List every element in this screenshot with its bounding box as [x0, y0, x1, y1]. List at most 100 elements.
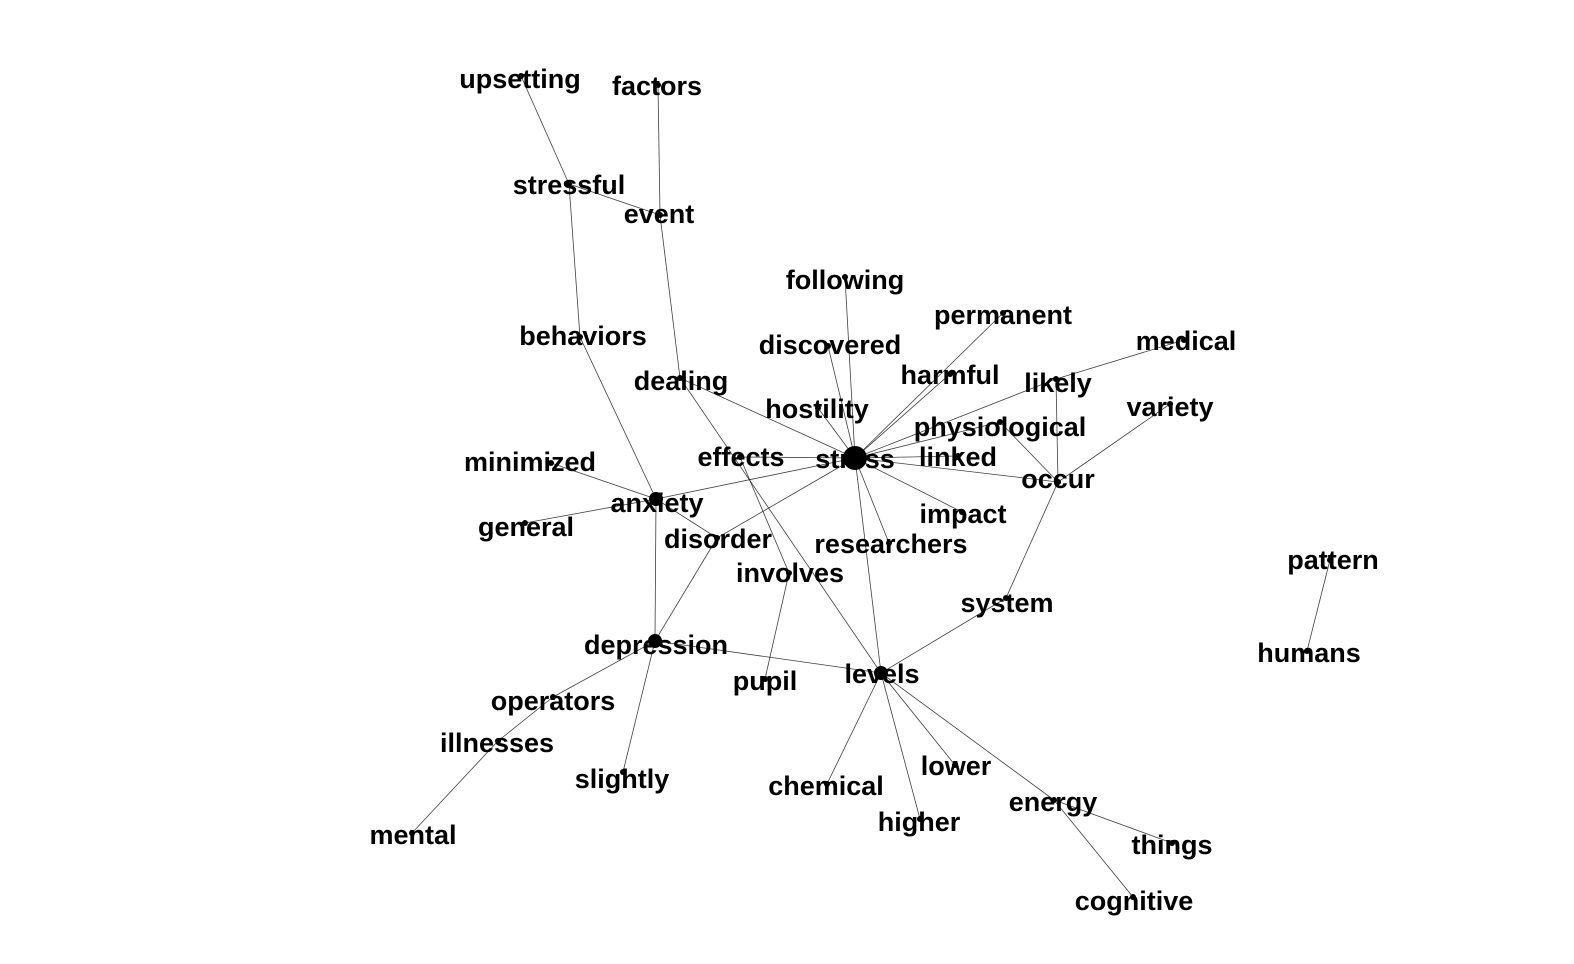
- edge-involves-pupil: [764, 572, 790, 680]
- node-label-illnesses: illnesses: [440, 728, 554, 758]
- node-dealing: [677, 375, 683, 381]
- edge-illnesses-mental: [411, 740, 499, 834]
- edges-layer: [411, 75, 1331, 898]
- edge-factors-event: [657, 84, 661, 216]
- node-researchers: [886, 540, 892, 546]
- node-label-slightly: slightly: [575, 764, 670, 794]
- node-label-general: general: [478, 512, 574, 542]
- node-label-likely: likely: [1024, 368, 1092, 398]
- node-hostility: [815, 405, 821, 411]
- node-mental: [409, 830, 415, 836]
- node-pattern: [1327, 557, 1333, 563]
- node-humans: [1304, 648, 1310, 654]
- node-chemical: [824, 781, 830, 787]
- edge-permanent-stress: [854, 312, 1004, 459]
- node-label-stressful: stressful: [513, 170, 626, 200]
- edge-researchers-stress: [854, 457, 890, 544]
- node-label-operators: operators: [491, 686, 616, 716]
- node-label-energy: energy: [1009, 787, 1098, 817]
- edge-dealing-stress: [679, 377, 856, 459]
- node-following: [842, 274, 848, 280]
- node-label-pupil: pupil: [733, 666, 797, 696]
- edge-levels-higher: [880, 672, 921, 820]
- node-label-upsetting: upsetting: [459, 64, 581, 94]
- edge-event-dealing: [659, 214, 681, 379]
- node-linked: [955, 453, 961, 459]
- edge-energy-cognitive: [1053, 799, 1134, 898]
- edge-minimized-anxiety: [550, 462, 657, 500]
- edge-following-stress: [844, 276, 856, 459]
- node-higher: [917, 816, 923, 822]
- edge-harmful-stress: [854, 373, 951, 459]
- node-label-permanent: permanent: [934, 300, 1072, 330]
- node-label-hostility: hostility: [765, 394, 869, 424]
- edge-upsetting-stressful: [520, 75, 570, 185]
- edge-depression-levels: [654, 640, 882, 674]
- edge-operators-illnesses: [497, 696, 554, 742]
- node-operators: [550, 694, 556, 700]
- edge-effects-stress: [739, 456, 856, 459]
- node-lower: [952, 762, 958, 768]
- edge-likely-occur: [1055, 378, 1059, 483]
- edge-linked-stress: [854, 455, 959, 459]
- node-label-physiological: physiological: [914, 412, 1087, 442]
- edge-stressful-behaviors: [568, 183, 581, 338]
- nodes-layer: [409, 73, 1333, 900]
- node-disorder: [714, 535, 720, 541]
- node-label-dealing: dealing: [634, 366, 729, 396]
- node-label-occur: occur: [1021, 464, 1095, 494]
- node-behaviors: [577, 334, 583, 340]
- node-label-effects: effects: [697, 442, 784, 472]
- edge-physiological-stress: [854, 421, 1001, 459]
- edge-discovered-stress: [827, 345, 856, 459]
- edge-variety-occur: [1057, 403, 1171, 483]
- node-label-humans: humans: [1257, 638, 1361, 668]
- node-likely: [1053, 376, 1059, 382]
- edge-stress-likely: [854, 378, 1057, 459]
- node-label-disorder: disorder: [664, 524, 773, 554]
- node-effects: [737, 454, 743, 460]
- node-upsetting: [518, 73, 524, 79]
- node-label-cognitive: cognitive: [1075, 886, 1194, 916]
- node-label-variety: variety: [1126, 392, 1213, 422]
- node-general: [522, 520, 528, 526]
- edge-stress-anxiety: [655, 457, 856, 500]
- node-permanent: [1000, 310, 1006, 316]
- node-label-discovered: discovered: [759, 330, 902, 360]
- node-label-pattern: pattern: [1287, 545, 1379, 575]
- edge-depression-operators: [552, 640, 656, 698]
- node-label-things: things: [1132, 830, 1213, 860]
- node-depression: [648, 634, 662, 648]
- node-impact: [959, 509, 965, 515]
- node-things: [1169, 840, 1175, 846]
- node-label-linked: linked: [919, 442, 997, 472]
- node-label-impact: impact: [919, 499, 1006, 529]
- edge-disorder-depression: [654, 537, 718, 642]
- edge-levels-chemical: [826, 672, 882, 785]
- node-label-involves: involves: [736, 558, 844, 588]
- edge-occur-system: [1005, 481, 1059, 599]
- node-label-researchers: researchers: [814, 529, 967, 559]
- node-physiological: [997, 419, 1003, 425]
- node-stress: [843, 446, 867, 470]
- edge-dealing-levels: [679, 377, 882, 674]
- node-variety: [1167, 401, 1173, 407]
- edge-stressful-event: [568, 183, 661, 216]
- edge-stress-disorder: [716, 457, 856, 539]
- node-levels: [874, 666, 888, 680]
- node-factors: [655, 82, 661, 88]
- edge-stress-occur: [854, 457, 1059, 483]
- node-minimized: [548, 460, 554, 466]
- node-label-system: system: [960, 588, 1053, 618]
- node-label-chemical: chemical: [768, 771, 884, 801]
- edge-pattern-humans: [1306, 559, 1331, 652]
- node-anxiety: [649, 492, 663, 506]
- node-energy: [1051, 797, 1057, 803]
- edge-energy-things: [1053, 799, 1173, 844]
- node-cognitive: [1130, 894, 1136, 900]
- node-illnesses: [495, 738, 501, 744]
- edge-physiological-occur: [999, 421, 1059, 483]
- edge-depression-slightly: [622, 640, 656, 773]
- edge-behaviors-anxiety: [579, 336, 657, 500]
